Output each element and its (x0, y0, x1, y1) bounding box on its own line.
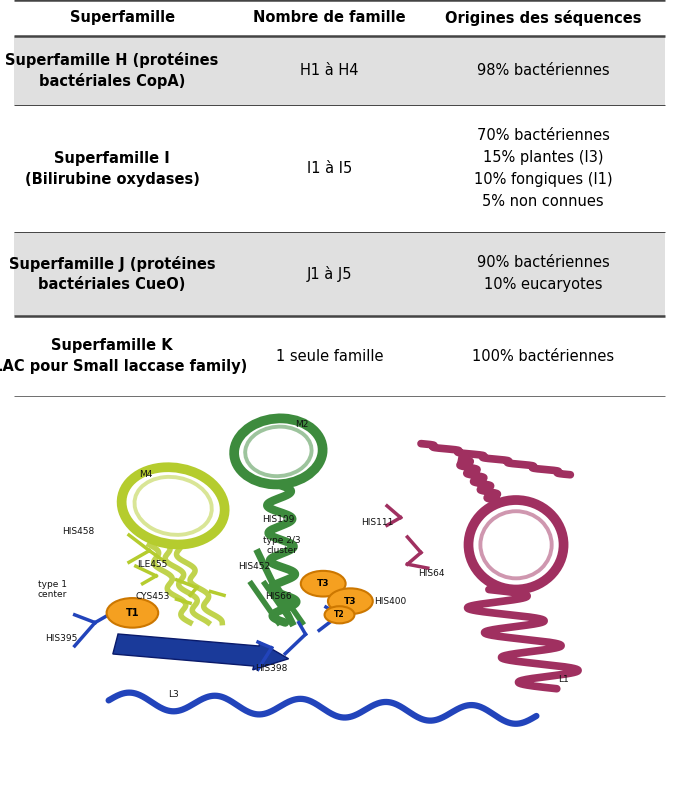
Text: HIS452: HIS452 (238, 562, 271, 571)
Text: 10% fongiques (I1): 10% fongiques (I1) (474, 172, 612, 187)
Text: 100% bactériennes: 100% bactériennes (472, 349, 614, 364)
Circle shape (107, 598, 158, 628)
Text: CYS453: CYS453 (136, 592, 170, 601)
Text: T3: T3 (344, 597, 356, 606)
Text: type 2/3
cluster: type 2/3 cluster (263, 536, 301, 555)
Bar (14, 232, 665, 315)
Text: Nombre de famille: Nombre de famille (253, 10, 405, 25)
Text: 70% bactériennes: 70% bactériennes (477, 128, 610, 144)
Text: 5% non connues: 5% non connues (482, 194, 604, 209)
Text: HIS400: HIS400 (374, 597, 407, 606)
Text: (SLAC pour Small laccase family): (SLAC pour Small laccase family) (0, 359, 248, 374)
Text: J1 à J5: J1 à J5 (306, 266, 352, 282)
Text: T3: T3 (317, 579, 329, 588)
Text: Superfamille H (protéines: Superfamille H (protéines (5, 52, 219, 68)
Text: M2: M2 (295, 420, 309, 428)
Circle shape (328, 589, 373, 614)
Text: HIS64: HIS64 (418, 569, 445, 578)
Text: I1 à I5: I1 à I5 (307, 161, 352, 176)
Text: HIS395: HIS395 (45, 634, 77, 644)
Text: HIS66: HIS66 (265, 592, 292, 601)
Text: ILE455: ILE455 (138, 560, 168, 569)
Bar (14, 315, 665, 397)
Text: HIS398: HIS398 (255, 663, 288, 673)
Text: Superfamille: Superfamille (70, 10, 175, 25)
Text: M4: M4 (139, 470, 153, 479)
Text: 10% eucaryotes: 10% eucaryotes (484, 277, 602, 292)
Text: 15% plantes (I3): 15% plantes (I3) (483, 150, 604, 165)
Text: 98% bactériennes: 98% bactériennes (477, 63, 610, 78)
Text: Superfamille J (protéines: Superfamille J (protéines (9, 255, 215, 271)
Text: bactériales CueO): bactériales CueO) (38, 277, 186, 292)
Text: 90% bactériennes: 90% bactériennes (477, 255, 610, 270)
Text: T2: T2 (334, 610, 345, 619)
Text: H1 à H4: H1 à H4 (300, 63, 359, 78)
FancyArrow shape (113, 634, 289, 670)
Text: (Bilirubine oxydases): (Bilirubine oxydases) (24, 171, 200, 186)
Text: T1: T1 (126, 608, 139, 618)
Circle shape (301, 571, 346, 597)
Text: Superfamille I: Superfamille I (54, 151, 170, 166)
Text: Superfamille K: Superfamille K (51, 339, 173, 354)
Text: 1 seule famille: 1 seule famille (276, 349, 383, 364)
Text: Origines des séquences: Origines des séquences (445, 10, 642, 26)
Text: HIS109: HIS109 (262, 515, 295, 524)
Text: HIS111: HIS111 (361, 518, 393, 527)
Bar (14, 35, 665, 105)
Text: L3: L3 (168, 690, 179, 699)
Text: HIS458: HIS458 (62, 527, 94, 536)
Text: L1: L1 (558, 674, 569, 684)
Text: type 1
center: type 1 center (37, 580, 67, 599)
Text: bactériales CopA): bactériales CopA) (39, 73, 185, 89)
Circle shape (325, 606, 354, 623)
Bar (14, 105, 665, 232)
